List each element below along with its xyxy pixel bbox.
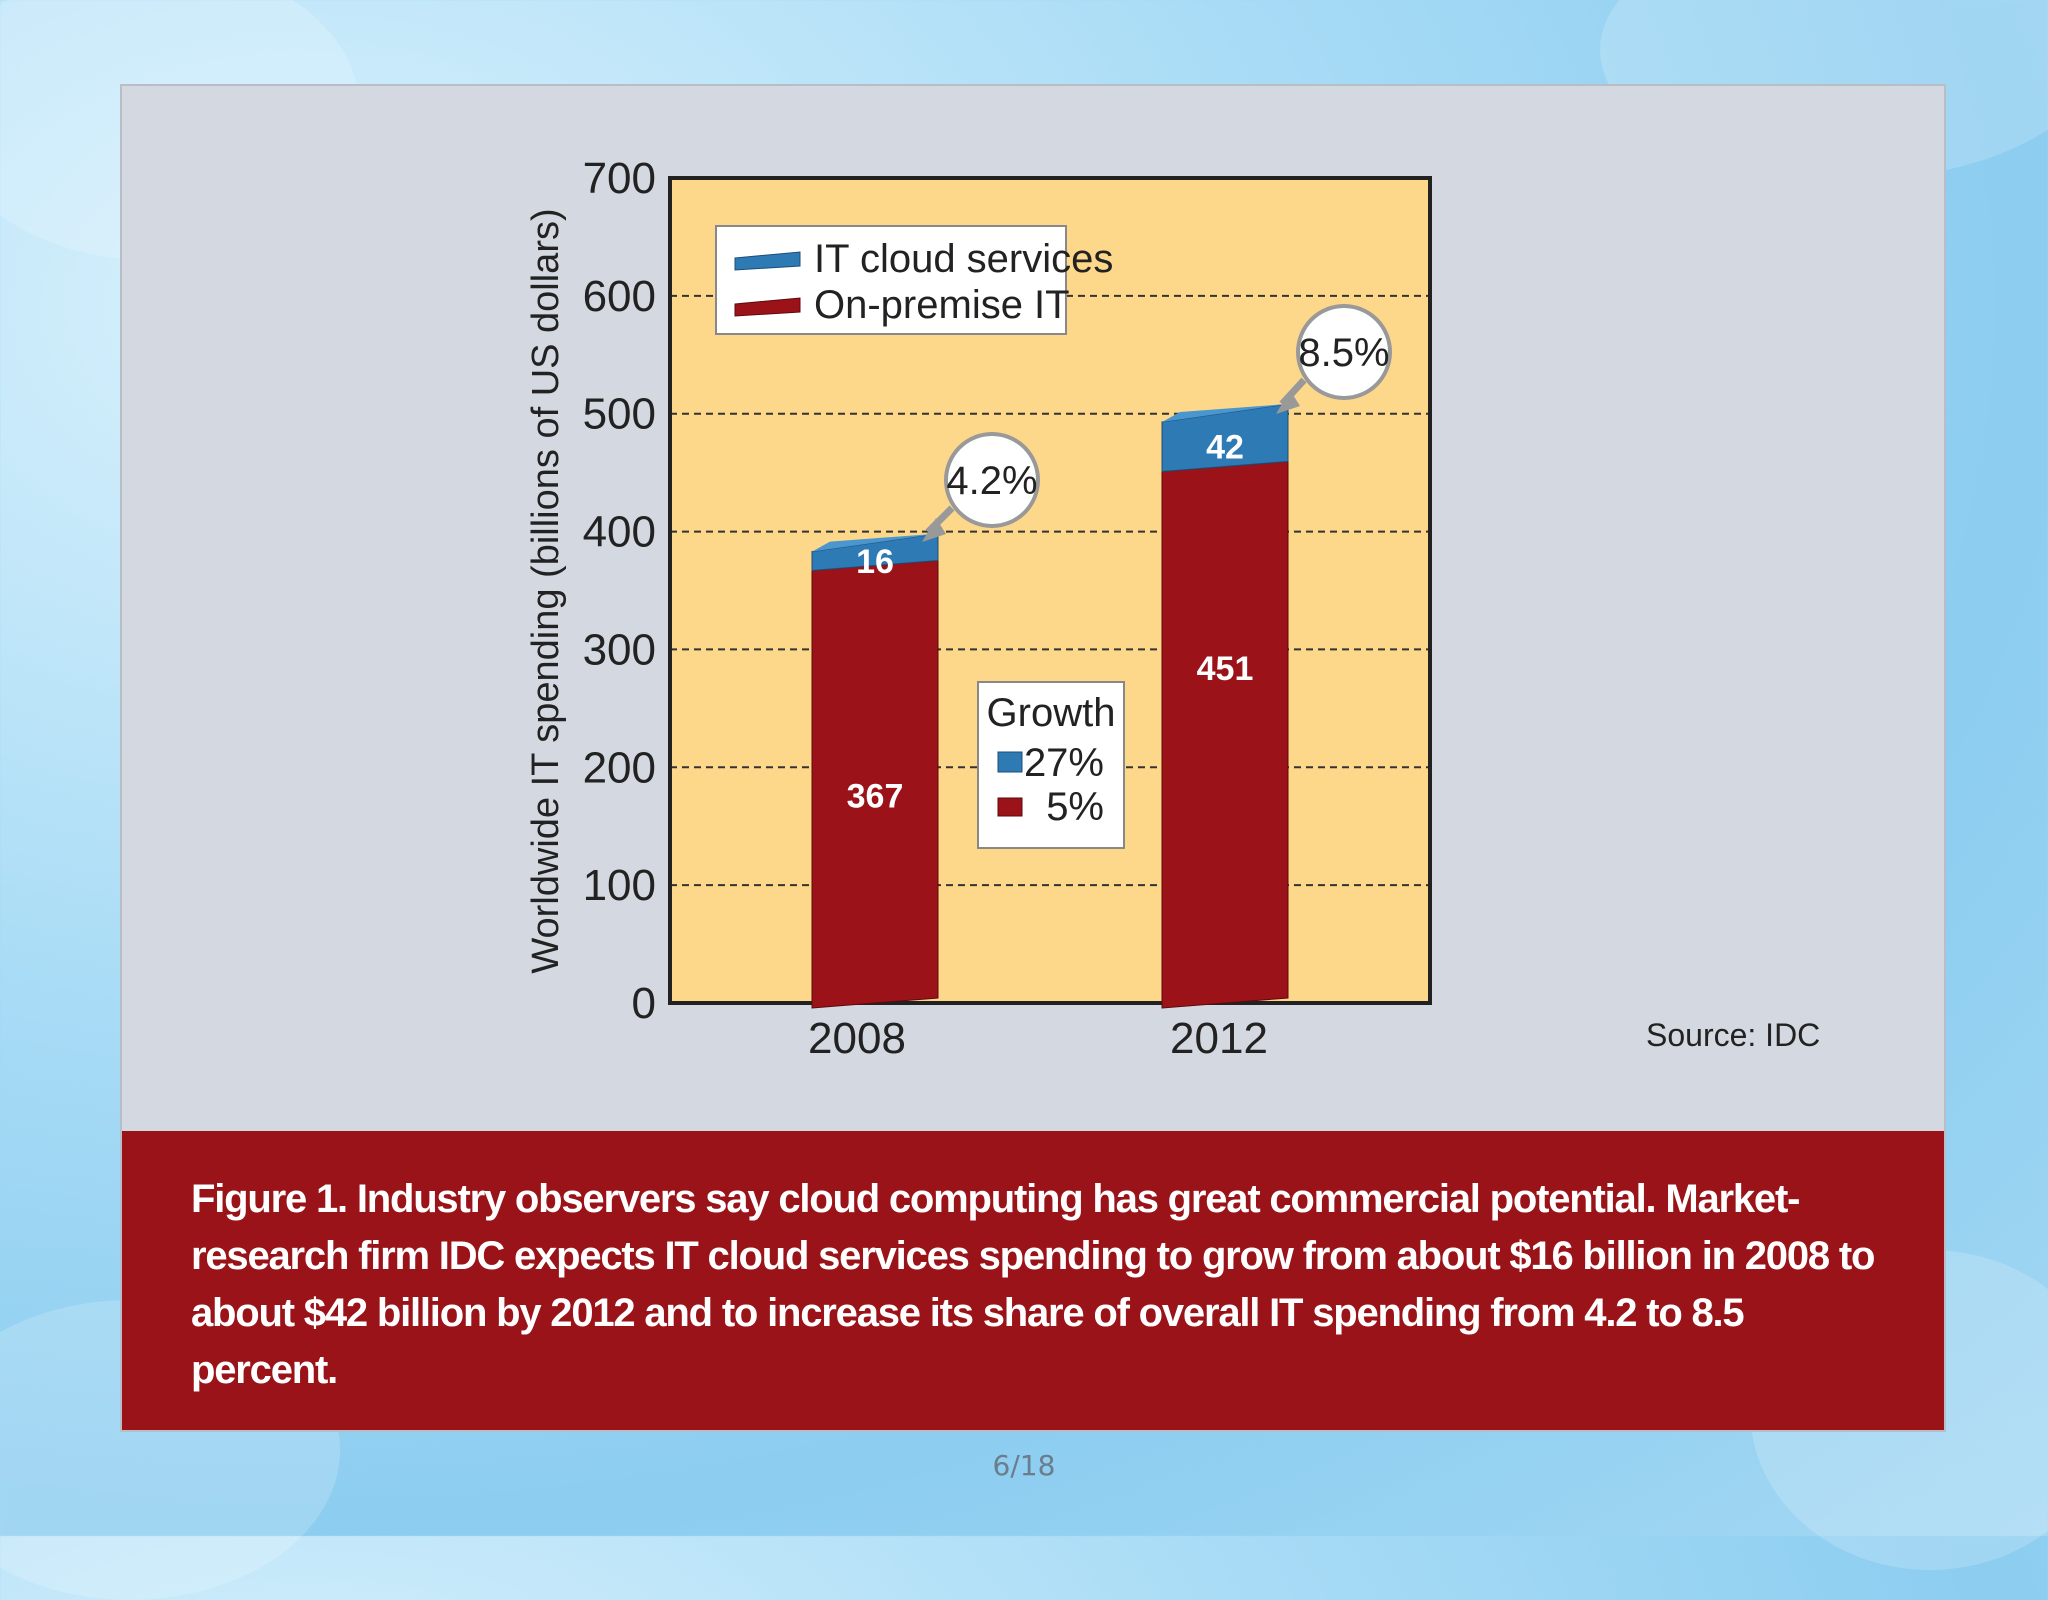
x-tick-label-2008: 2008 <box>808 1014 906 1063</box>
slide-page-indicator: 6/18 <box>992 1449 1056 1482</box>
growth-label-cloud: 27% <box>1024 741 1104 785</box>
bar-on-premise-2012 <box>1161 460 1289 1009</box>
y-tick-label: 0 <box>632 979 656 1028</box>
annotation-circle-2012 <box>1296 304 1392 400</box>
growth-swatch-on-premise <box>997 797 1023 817</box>
data-label-on-premise-2012: 451 <box>1197 650 1254 688</box>
annotation-arrowhead-2012 <box>1276 390 1300 414</box>
y-tick-label: 500 <box>583 390 656 439</box>
growth-swatch-cloud <box>997 751 1023 773</box>
y-axis-label: Worldwide IT spending (billions of US do… <box>525 208 567 973</box>
growth-box-title: Growth <box>987 691 1116 735</box>
y-tick-label: 100 <box>583 861 656 910</box>
annotation-label-2012: 8.5% <box>1298 331 1389 375</box>
y-tick-label: 300 <box>583 625 656 674</box>
source-note: Source: IDC <box>1646 1017 1820 1053</box>
annotation-circle-2008 <box>944 432 1040 528</box>
legend-swatch-cloud <box>734 251 801 271</box>
data-label-cloud-2012: 42 <box>1206 429 1244 467</box>
data-label-on-premise-2008: 367 <box>847 777 904 815</box>
figure-panel: 0 100 200 300 400 500 600 700 Worldwide IT spend… <box>122 86 1944 1430</box>
data-label-cloud-2008: 16 <box>856 543 894 581</box>
legend-box <box>715 225 1067 335</box>
bar-top-2008 <box>812 533 938 552</box>
legend-label-on-premise: On-premise IT <box>814 283 1070 327</box>
legend-label-cloud: IT cloud services <box>814 237 1113 281</box>
annotation-label-2008: 4.2% <box>946 459 1037 503</box>
legend-swatch-on-premise <box>734 297 801 317</box>
y-tick-label: 700 <box>583 154 656 203</box>
y-tick-label: 400 <box>583 508 656 557</box>
plot-frame <box>668 176 1432 1005</box>
figure-caption: Figure 1. Industry observers say cloud c… <box>191 1177 1875 1392</box>
growth-label-on-premise: 5% <box>1046 785 1104 829</box>
bar-top-2012 <box>1162 403 1288 422</box>
stacked-bar-chart: 0 100 200 300 400 500 600 700 Worldwide IT spend… <box>525 154 1820 1063</box>
y-tick-label: 200 <box>583 743 656 792</box>
annotation-arrowhead-2008 <box>922 518 946 542</box>
y-tick-label: 600 <box>583 272 656 321</box>
figure-caption-bar: Figure 1. Industry observers say cloud c… <box>122 1131 1944 1430</box>
x-tick-label-2012: 2012 <box>1170 1014 1268 1063</box>
